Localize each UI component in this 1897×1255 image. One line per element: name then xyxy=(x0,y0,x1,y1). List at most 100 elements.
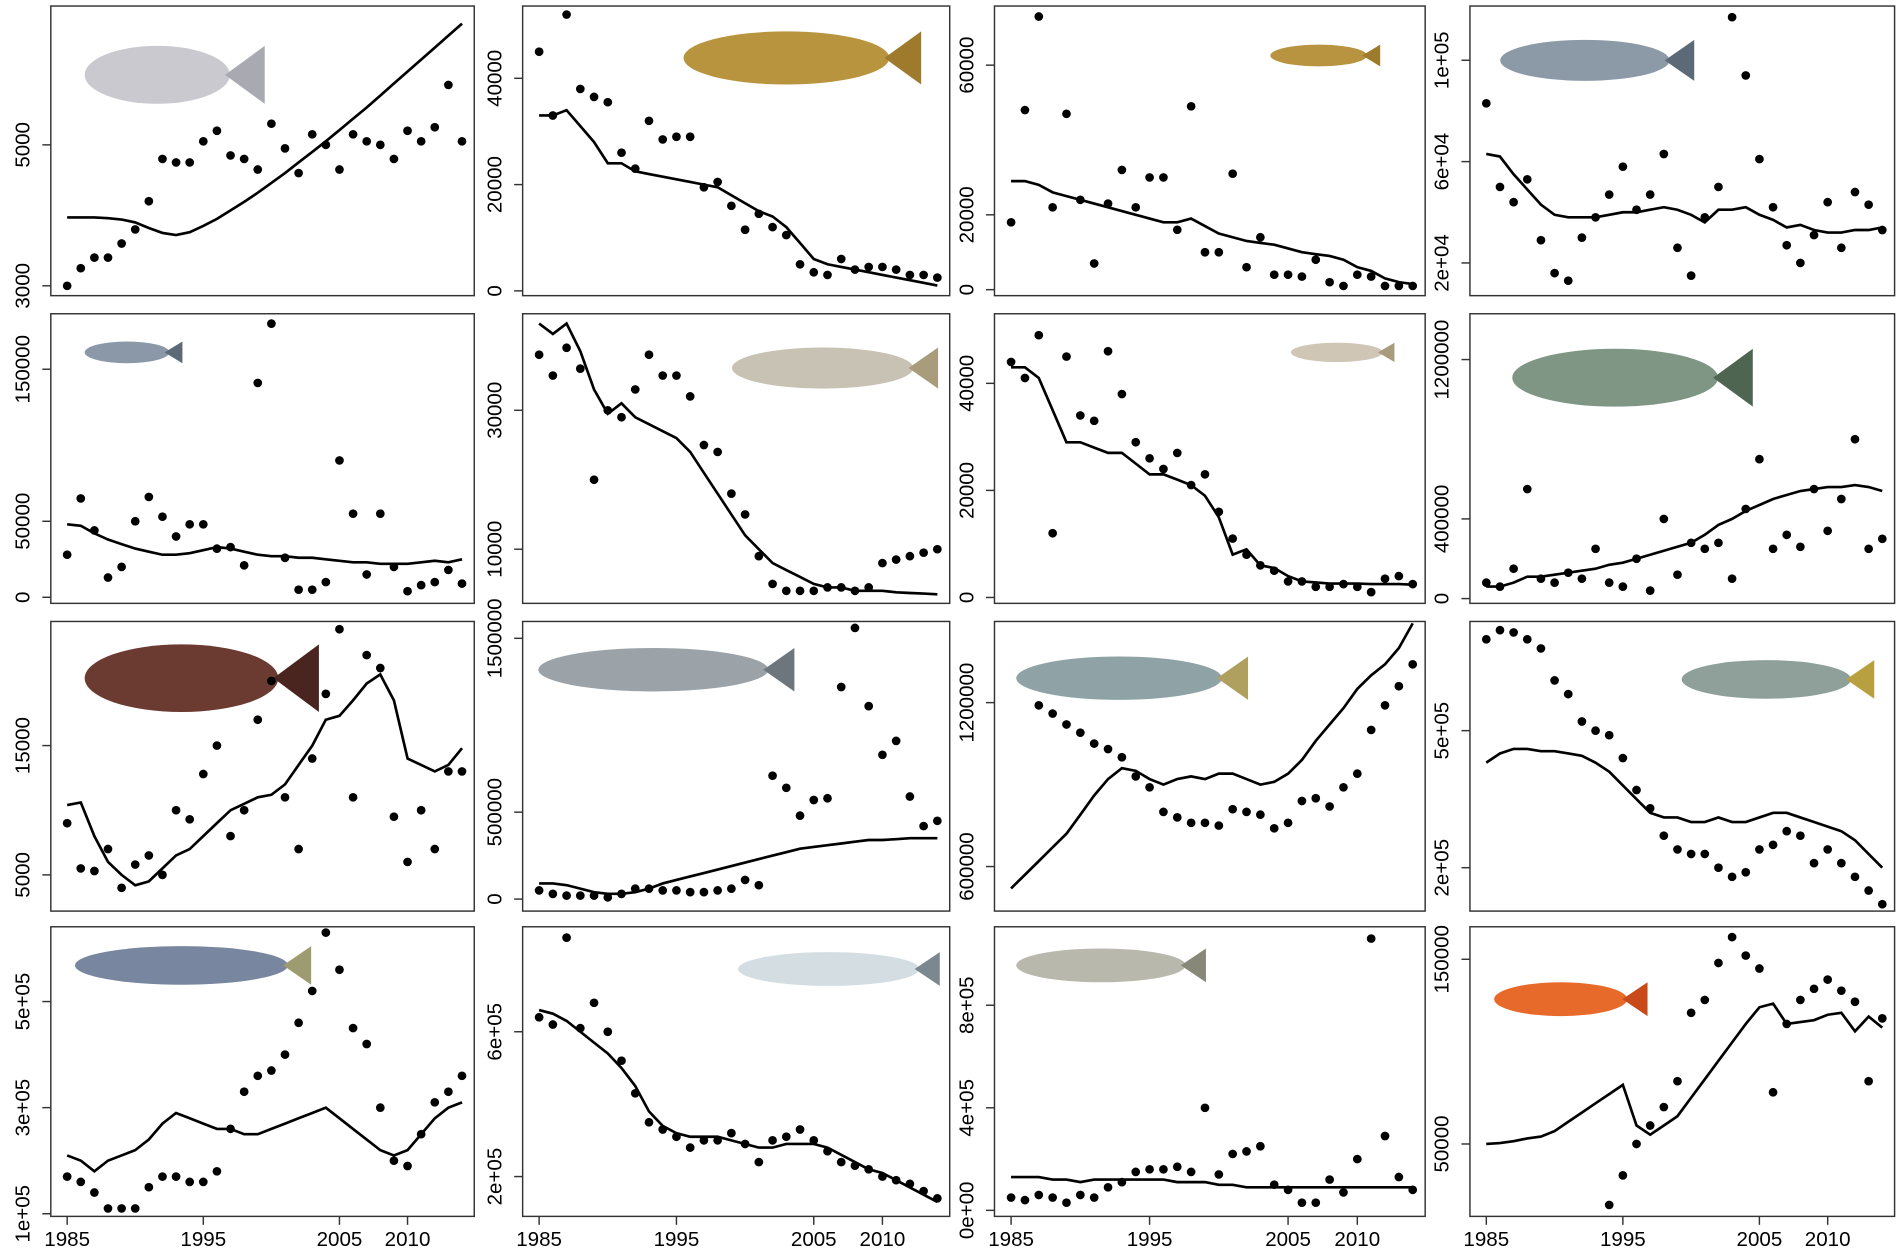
data-point xyxy=(172,1172,181,1181)
data-point xyxy=(144,851,153,860)
data-point xyxy=(603,1027,612,1036)
species-illustration-tail xyxy=(1665,40,1695,81)
data-point xyxy=(144,197,153,206)
data-point xyxy=(1173,1162,1182,1171)
data-point xyxy=(1673,570,1682,579)
data-point xyxy=(1228,1150,1237,1159)
y-tick-label: 1200000 xyxy=(955,663,978,743)
data-point xyxy=(768,1136,777,1145)
data-point xyxy=(1619,1171,1628,1180)
data-point xyxy=(741,510,750,519)
x-tick-label: 2005 xyxy=(1265,1228,1311,1251)
data-point xyxy=(213,126,222,135)
y-tick-label: 150000 xyxy=(12,335,35,403)
y-tick-label: 5e+05 xyxy=(12,973,35,1031)
species-illustration-tail xyxy=(165,342,183,364)
y-tick-label: 1200000 xyxy=(1431,320,1454,400)
data-point xyxy=(1878,1014,1887,1023)
data-point xyxy=(417,806,426,815)
data-point xyxy=(294,169,303,178)
data-point xyxy=(213,741,222,750)
data-point xyxy=(1381,1132,1390,1141)
data-point xyxy=(253,1071,262,1080)
x-tick-label: 1995 xyxy=(1600,1228,1646,1251)
data-point xyxy=(851,624,860,633)
data-point xyxy=(1187,818,1196,827)
y-tick-label: 20000 xyxy=(955,462,978,519)
data-point xyxy=(768,223,777,232)
data-point xyxy=(1145,1165,1154,1174)
data-point xyxy=(919,822,928,831)
species-illustration xyxy=(1270,45,1367,67)
data-point xyxy=(253,379,262,388)
data-point xyxy=(686,392,695,401)
data-point xyxy=(294,1018,303,1027)
data-point xyxy=(1131,1168,1140,1177)
data-point xyxy=(1796,831,1805,840)
data-point xyxy=(1256,1142,1265,1151)
data-point xyxy=(1837,243,1846,252)
y-tick-label: 5000 xyxy=(12,852,35,898)
data-point xyxy=(1325,278,1334,287)
data-point xyxy=(1564,276,1573,285)
data-point xyxy=(700,441,709,450)
data-point xyxy=(1395,572,1404,581)
data-point xyxy=(1810,231,1819,240)
trend-line xyxy=(539,838,937,894)
page: {"chart_data": [ {"type": "line", "x": [… xyxy=(0,0,1897,1255)
data-point xyxy=(321,578,330,587)
data-point xyxy=(672,371,681,380)
panel: 1000030000 xyxy=(483,314,949,604)
x-tick-label: 2010 xyxy=(385,1228,431,1251)
y-tick-label: 400000 xyxy=(1431,485,1454,553)
data-point xyxy=(1062,720,1071,729)
data-point xyxy=(390,155,399,164)
data-point xyxy=(376,664,385,673)
data-point xyxy=(362,1040,371,1049)
data-point xyxy=(362,137,371,146)
y-tick-label: 15000 xyxy=(12,717,35,774)
data-point xyxy=(1381,282,1390,291)
data-point xyxy=(1159,173,1168,182)
data-point xyxy=(1159,808,1168,817)
data-point xyxy=(1714,959,1723,968)
data-point xyxy=(809,796,818,805)
data-point xyxy=(458,137,467,146)
data-point xyxy=(1062,1198,1071,1207)
data-point xyxy=(1048,709,1057,718)
data-point xyxy=(1796,542,1805,551)
data-point xyxy=(658,371,667,380)
data-point xyxy=(878,559,887,568)
trend-line xyxy=(1486,1004,1882,1144)
data-point xyxy=(1325,1175,1334,1184)
data-point xyxy=(90,253,99,262)
data-point xyxy=(590,475,599,484)
data-point xyxy=(892,555,901,564)
data-point xyxy=(376,141,385,150)
data-point xyxy=(172,532,181,541)
data-point xyxy=(1864,1077,1873,1086)
data-point xyxy=(158,155,167,164)
data-point xyxy=(172,806,181,815)
data-point xyxy=(267,119,276,128)
y-tick-label: 150000 xyxy=(1431,925,1454,993)
data-point xyxy=(1118,753,1127,762)
data-point xyxy=(1578,574,1587,583)
data-point xyxy=(1714,863,1723,872)
data-point xyxy=(1523,635,1532,644)
species-illustration-tail xyxy=(1181,948,1206,982)
data-point xyxy=(1728,574,1737,583)
data-point xyxy=(878,750,887,759)
data-point xyxy=(1381,701,1390,710)
data-point xyxy=(281,1050,290,1059)
data-point xyxy=(308,987,317,996)
data-point xyxy=(1769,841,1778,850)
data-point xyxy=(199,137,208,146)
species-illustration-tail xyxy=(225,46,265,104)
data-point xyxy=(1395,682,1404,691)
data-point xyxy=(1270,270,1279,279)
species-illustration-tail xyxy=(1362,45,1380,67)
data-point xyxy=(713,886,722,895)
